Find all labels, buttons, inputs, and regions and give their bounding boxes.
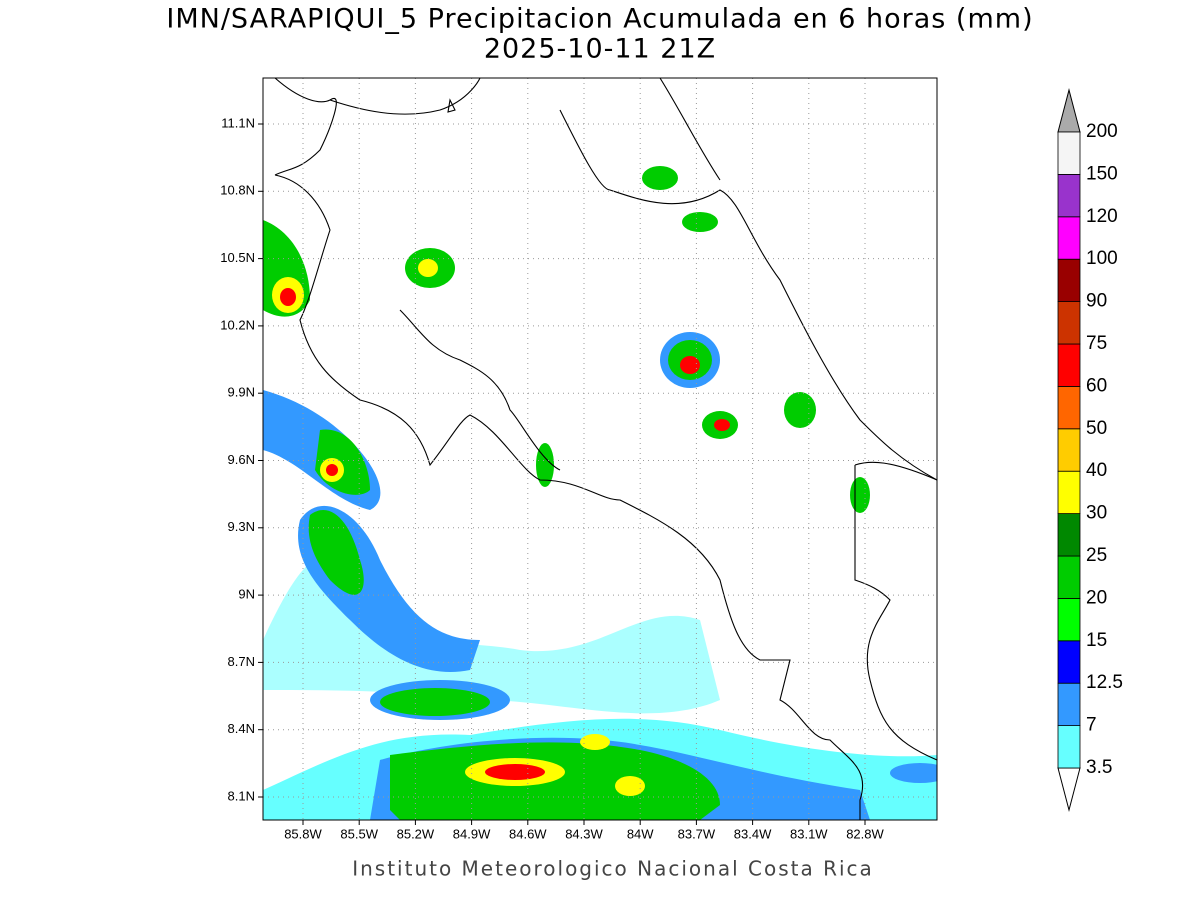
lon-tick-label: 85.2W [397,826,435,841]
colorbar-segment [1057,598,1081,642]
colorbar-segment [1057,385,1081,430]
colorbar-label: 120 [1086,206,1118,227]
lat-tick-label: 9.9N [228,385,255,400]
colorbar-over [1057,88,1081,133]
colorbar-label: 75 [1086,333,1107,354]
lat-tick-label: 9N [238,587,255,602]
colorbar-segment [1057,725,1081,769]
title: IMN/SARAPIQUI_5 Precipitacion Acumulada … [166,4,1033,35]
colorbar-label: 25 [1086,545,1107,566]
lon-tick-label: 84.9W [453,826,491,841]
colorbar-label: 100 [1086,248,1118,269]
colorbar-label: 40 [1086,460,1107,481]
lon-tick-label: 84.6W [509,826,547,841]
lon-tick-label: 84W [627,826,654,841]
footer: Instituto Meteorologico Nacional Costa R… [352,857,874,881]
colorbar-segment [1057,131,1081,175]
colorbar-segment [1057,343,1081,387]
colorbar-segment [1057,301,1081,345]
lon-tick-label: 83.7W [678,826,716,841]
precipitation-field [263,78,937,820]
rain-cells [263,166,937,820]
lon-tick-label: 83.4W [734,826,772,841]
map-axes: 11.1N 10.8N 10.5N 10.2N 9.9N 9.6N 9.3N 9N 8.7N 8.… [220,78,937,841]
colorbar-segment [1057,513,1081,557]
colorbar-segment [1057,216,1081,260]
lon-tick-label: 84.3W [565,826,603,841]
colorbar-label: 30 [1086,503,1107,524]
colorbar-label: 90 [1086,291,1107,312]
colorbar-label: 150 [1086,163,1118,184]
colorbar-under [1057,767,1081,812]
lon-tick-label: 85.8W [284,826,322,841]
lat-tick-label: 9.6N [228,452,255,467]
colorbar-label: 20 [1086,587,1107,608]
lat-tick-label: 11.1N [221,115,255,130]
map-frame [262,77,938,821]
colorbar-label: 7 [1086,715,1097,736]
lat-tick-label: 10.8N [220,183,255,198]
colorbar-label: 3.5 [1086,757,1112,778]
colorbar-segment [1057,428,1081,472]
lat-tick-label: 8.1N [228,788,255,803]
colorbar-segment [1057,682,1081,727]
colorbar-segment [1057,555,1081,599]
colorbar-segment [1057,173,1081,218]
lat-tick-label: 8.7N [228,654,255,669]
colorbar-label: 15 [1086,630,1107,651]
colorbar-label: 50 [1086,418,1107,439]
lon-tick-label: 83.1W [790,826,828,841]
colorbar-label: 60 [1086,375,1107,396]
colorbar-label: 200 [1086,121,1118,142]
colorbar-segment [1057,470,1081,515]
lat-tick-label: 10.5N [220,250,255,265]
subtitle: 2025-10-11 21Z [484,34,716,65]
coastlines [274,78,937,820]
colorbar-segment [1057,640,1081,684]
lon-tick-label: 82.8W [846,826,884,841]
lat-tick-label: 8.4N [228,721,255,736]
colorbar: 3.5 7 12.5 15 20 25 30 40 50 60 75 90 100 120 150 200 [1057,88,1123,812]
colorbar-segment [1057,258,1081,303]
lat-tick-label: 10.2N [220,317,255,332]
lon-tick-label: 85.5W [340,826,378,841]
colorbar-label: 12.5 [1086,672,1123,693]
lat-tick-label: 9.3N [228,519,255,534]
